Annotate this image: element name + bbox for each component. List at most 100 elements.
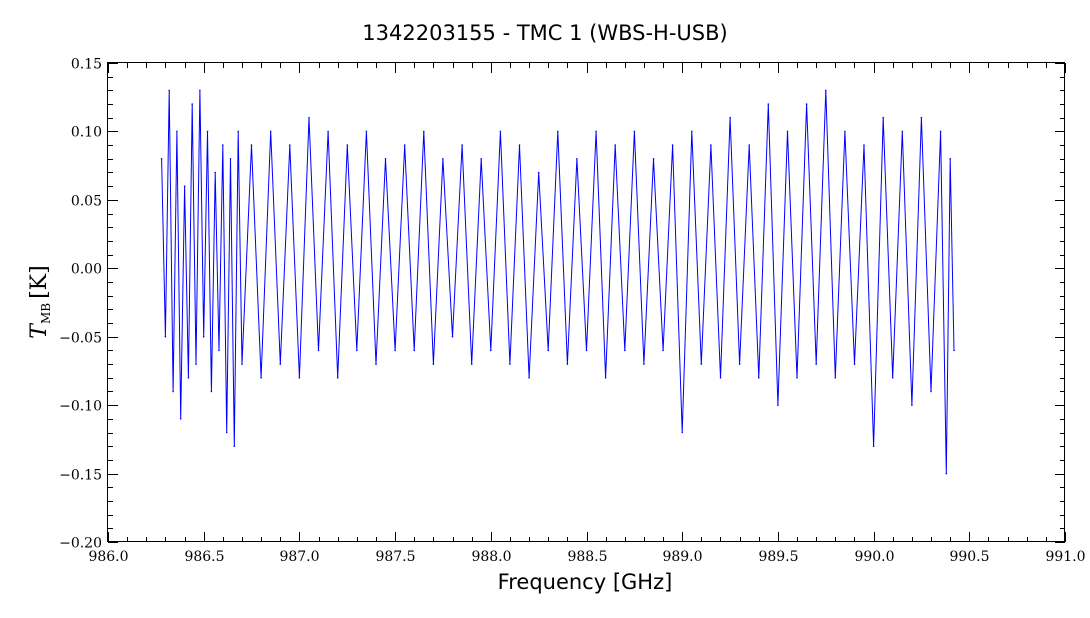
x-tick-label: 987.5 [375,549,415,565]
data-point [183,185,186,187]
data-point [218,349,220,352]
data-point [671,144,674,146]
data-point [518,144,521,146]
data-point [920,116,923,119]
data-point [614,144,616,146]
data-point [298,377,301,379]
data-point [509,363,511,365]
data-point [191,103,193,105]
data-point [187,377,190,379]
data-point [710,144,712,146]
data-point [815,363,817,365]
svg-text:TMB[K]: TMB [K] [27,265,53,338]
data-point [442,158,444,160]
x-tick-label: 988.5 [567,549,607,565]
data-point [844,130,846,133]
data-point [786,130,789,133]
data-point [939,130,942,133]
data-point [891,377,894,379]
data-point [480,158,483,160]
data-point [199,89,201,92]
data-point [413,349,416,352]
data-point [172,390,174,393]
y-tick-label: −0.20 [59,536,102,552]
data-point [375,363,377,365]
data-point [557,130,559,133]
data-point [872,445,875,448]
x-tick-label: 986.0 [88,549,128,565]
data-point [719,377,722,379]
data-point [901,130,904,133]
data-point [825,89,827,92]
y-tick-label: −0.10 [59,399,102,415]
data-point [241,363,243,365]
data-point [691,130,693,133]
data-point [748,144,750,146]
data-point [168,89,170,92]
data-point [930,390,932,393]
data-point [547,349,549,352]
y-axis-subscript: MB [39,303,53,324]
data-point [210,390,213,393]
data-point [595,130,597,133]
data-point [681,431,683,434]
data-point [279,363,282,365]
x-tick-label: 988.0 [471,549,511,565]
data-point [767,103,770,105]
series-line-0 [161,90,955,474]
data-point [953,349,955,352]
data-point [176,130,178,133]
data-point [206,130,209,133]
data-point [490,349,492,352]
data-point [643,363,645,365]
x-tick-label: 989.5 [758,549,798,565]
data-point [882,116,884,119]
data-point [229,158,232,160]
y-tick-label: 0.15 [71,57,102,73]
data-point [317,349,320,352]
data-point [805,103,808,105]
data-point [700,363,703,365]
y-axis-unit: [K] [27,265,52,299]
data-point [576,158,578,160]
data-point [911,404,913,406]
data-point [777,404,779,406]
x-tick-label: 987.0 [279,549,319,565]
data-point [289,144,291,146]
data-point [633,130,636,133]
series-layer [160,89,955,475]
data-point [260,377,262,379]
x-tick-label: 991.0 [1045,549,1085,565]
data-point [853,363,856,365]
y-tick-label: 0.10 [71,125,102,141]
data-point [652,158,655,160]
data-point [738,363,741,365]
data-point [624,349,626,352]
data-point [499,130,502,133]
data-point [662,349,664,352]
data-point [214,171,216,174]
data-point [423,130,425,133]
data-point [237,130,239,133]
y-tick-label: −0.15 [59,468,102,484]
data-point [729,116,731,119]
y-tick-label: −0.05 [59,331,102,347]
data-point [528,377,530,379]
data-point [585,349,588,352]
data-point [164,335,167,338]
x-tick-label: 990.5 [949,549,989,565]
data-point [949,158,951,160]
data-point [384,158,387,160]
y-tick-label: 0.05 [71,194,102,210]
data-point [195,363,197,365]
data-point [432,363,435,365]
data-point [403,144,406,146]
data-point [327,130,329,133]
x-tick-label: 990.0 [854,549,894,565]
x-tick-label: 986.5 [184,549,224,565]
data-point [945,472,948,475]
data-point [566,363,569,365]
y-tick-label: 0.00 [71,262,102,278]
data-point [863,144,865,146]
